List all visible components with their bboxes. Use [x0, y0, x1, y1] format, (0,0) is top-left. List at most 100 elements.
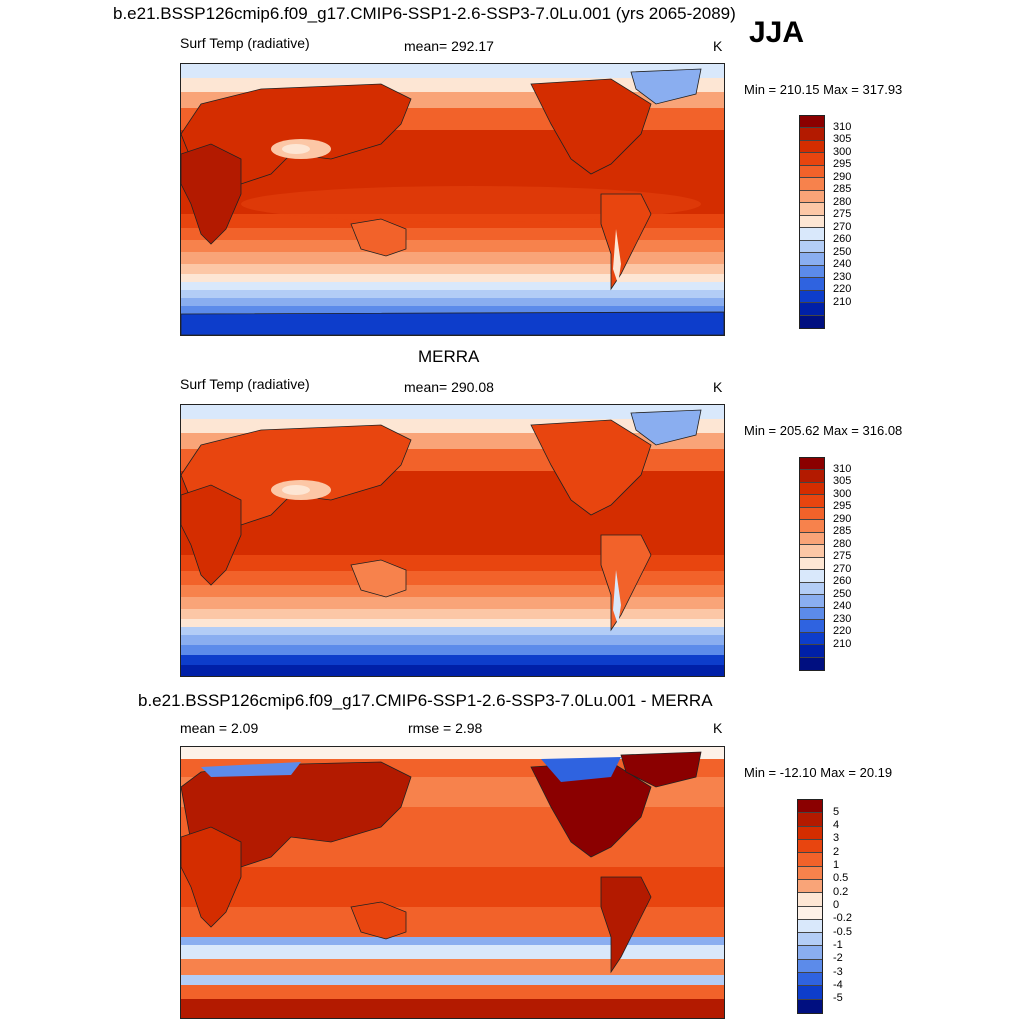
colorbar-tick-label: -4 — [833, 978, 843, 991]
colorbar-segment — [800, 190, 824, 204]
colorbar-segment — [800, 290, 824, 304]
colorbar-tick-label: 230 — [833, 612, 852, 625]
colorbar-tick-label: 300 — [833, 145, 852, 158]
colorbar-segment — [800, 645, 824, 658]
panel-obs-colorbar — [799, 457, 825, 671]
colorbar-tick-label: 280 — [833, 195, 852, 208]
colorbar-tick-label: -0.5 — [833, 925, 852, 938]
colorbar-segment — [798, 800, 822, 814]
colorbar-segment — [798, 866, 822, 880]
colorbar-tick-label: 0 — [833, 899, 840, 911]
colorbar-segment — [800, 545, 824, 558]
colorbar-tick-label: 240 — [833, 258, 852, 271]
colorbar-tick-label: 230 — [833, 270, 852, 283]
colorbar-tick-label: 275 — [833, 208, 852, 221]
panel-model-map — [180, 63, 725, 336]
colorbar-segment — [798, 999, 822, 1013]
panel-diff-minmax: Min = -12.10 Max = 20.19 — [744, 765, 893, 780]
colorbar-segment — [798, 959, 822, 974]
colorbar-segment — [800, 607, 824, 621]
colorbar-segment — [800, 495, 824, 508]
colorbar-segment — [800, 240, 824, 254]
panel-model-minmax: Min = 210.15 Max = 317.93 — [744, 82, 903, 97]
colorbar-tick-label: 210 — [833, 295, 852, 308]
panel-model-mean: mean= 292.17 — [404, 38, 494, 54]
colorbar-segment — [800, 595, 824, 608]
colorbar-segment — [798, 919, 822, 934]
colorbar-segment — [798, 933, 822, 947]
colorbar-tick-label: 220 — [833, 625, 852, 638]
colorbar-segment — [798, 906, 822, 920]
colorbar-segment — [800, 470, 824, 483]
colorbar-segment — [798, 946, 822, 960]
colorbar-tick-label: 220 — [833, 283, 852, 296]
colorbar-tick-label: 3 — [833, 832, 840, 845]
panel-diff-unit: K — [713, 720, 723, 736]
panel-obs-mean: mean= 290.08 — [404, 379, 494, 395]
colorbar-tick-label: 0.2 — [833, 885, 849, 898]
colorbar-segment — [800, 203, 824, 216]
colorbar-tick-label: -2 — [833, 952, 843, 965]
colorbar-tick-label: -0.2 — [833, 912, 852, 925]
colorbar-tick-label: -3 — [833, 965, 843, 978]
colorbar-segment — [800, 215, 824, 229]
panel-obs-variable: Surf Temp (radiative) — [180, 376, 310, 392]
colorbar-segment — [800, 228, 824, 241]
colorbar-segment — [800, 482, 824, 496]
colorbar-segment — [800, 140, 824, 154]
panel-obs-minmax: Min = 205.62 Max = 316.08 — [744, 423, 903, 438]
colorbar-segment — [800, 520, 824, 533]
colorbar-tick-label: -1 — [833, 938, 843, 951]
colorbar-tick-label: 285 — [833, 183, 852, 196]
colorbar-segment — [800, 128, 824, 141]
colorbar-tick-label: 250 — [833, 245, 852, 258]
panel-diff-colorbar — [797, 799, 823, 1014]
colorbar-segment — [800, 570, 824, 583]
colorbar-tick-label: 280 — [833, 537, 852, 550]
diff-temperature-field — [181, 747, 724, 1018]
colorbar-tick-label: 310 — [833, 120, 852, 133]
panel-diff-title: b.e21.BSSP126cmip6.f09_g17.CMIP6-SSP1-2.… — [138, 691, 713, 710]
colorbar-segment — [800, 582, 824, 596]
colorbar-segment — [798, 893, 822, 907]
panel-model-unit: K — [713, 38, 723, 54]
colorbar-segment — [800, 458, 824, 471]
colorbar-segment — [800, 620, 824, 633]
colorbar-tick-label: 0.5 — [833, 872, 849, 885]
colorbar-segment — [800, 532, 824, 546]
colorbar-tick-label: 5 — [833, 805, 840, 818]
colorbar-segment — [800, 278, 824, 291]
panel-model-colorbar — [799, 115, 825, 329]
colorbar-tick-label: 310 — [833, 462, 852, 475]
colorbar-tick-label: 1 — [833, 859, 840, 872]
colorbar-tick-label: -5 — [833, 992, 843, 1005]
figure-title: b.e21.BSSP126cmip6.f09_g17.CMIP6-SSP1-2.… — [113, 4, 736, 23]
colorbar-segment — [800, 315, 824, 328]
model-temperature-field — [181, 64, 724, 335]
panel-model-variable: Surf Temp (radiative) — [180, 35, 310, 51]
colorbar-tick-label: 270 — [833, 220, 852, 233]
colorbar-segment — [800, 253, 824, 266]
colorbar-segment — [800, 265, 824, 279]
colorbar-tick-label: 295 — [833, 158, 852, 171]
colorbar-segment — [798, 973, 822, 987]
colorbar-segment — [800, 557, 824, 571]
colorbar-segment — [798, 813, 822, 827]
panel-obs-map — [180, 404, 725, 677]
colorbar-tick-label: 210 — [833, 637, 852, 650]
colorbar-segment — [800, 303, 824, 316]
panel-obs-unit: K — [713, 379, 723, 395]
colorbar-segment — [798, 839, 822, 854]
colorbar-segment — [798, 879, 822, 894]
colorbar-segment — [800, 165, 824, 179]
obs-temperature-field — [181, 405, 724, 676]
colorbar-tick-label: 4 — [833, 819, 840, 832]
colorbar-tick-label: 295 — [833, 500, 852, 513]
colorbar-segment — [800, 178, 824, 191]
panel-diff-mean: mean = 2.09 — [180, 720, 259, 736]
colorbar-tick-label: 285 — [833, 525, 852, 538]
panel-obs-title: MERRA — [418, 347, 480, 366]
colorbar-segment — [798, 853, 822, 867]
colorbar-segment — [798, 826, 822, 840]
colorbar-tick-label: 305 — [833, 475, 852, 488]
